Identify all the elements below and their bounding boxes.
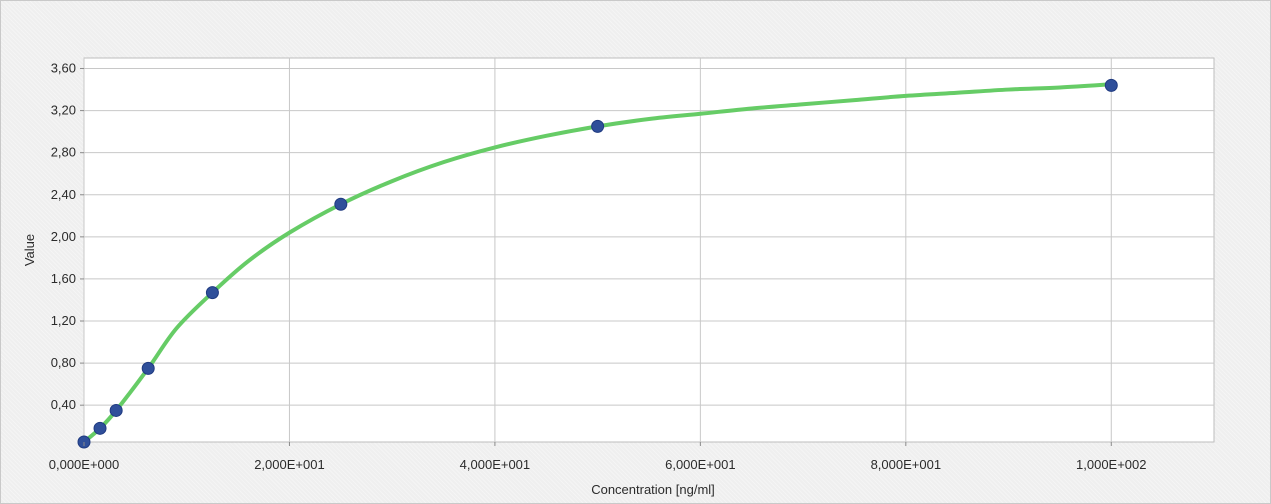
data-point (93, 421, 107, 435)
data-point (109, 403, 123, 417)
x-tick-label: 0,000E+000 (49, 457, 119, 472)
data-point (141, 361, 155, 375)
y-tick-label: 0,80 (51, 355, 76, 370)
curve-line (82, 82, 1114, 444)
x-tick-label: 2,000E+001 (254, 457, 324, 472)
x-tick-label: 6,000E+001 (665, 457, 735, 472)
x-tick-label: 8,000E+001 (871, 457, 941, 472)
data-points (77, 78, 1118, 449)
x-tick-label: 4,000E+001 (460, 457, 530, 472)
x-axis-ticks: 0,000E+000 2,000E+001 4,000E+001 6,000E+001… (49, 442, 1147, 472)
y-tick-label: 2,80 (51, 145, 76, 160)
plot-area (83, 57, 1215, 443)
x-tick-label: 1,000E+002 (1076, 457, 1146, 472)
y-tick-label: 2,00 (51, 229, 76, 244)
grid-lines (83, 58, 1214, 442)
y-tick-label: 3,20 (51, 103, 76, 118)
y-tick-label: 2,40 (51, 187, 76, 202)
fitted-curve (82, 82, 1114, 444)
y-tick-label: 0,40 (51, 397, 76, 412)
data-point (205, 286, 219, 300)
data-point (1104, 78, 1118, 92)
data-point (591, 119, 605, 133)
data-point (334, 197, 348, 211)
y-tick-label: 1,60 (51, 271, 76, 286)
y-tick-label: 1,20 (51, 313, 76, 328)
y-tick-label: 3,60 (51, 61, 76, 76)
x-axis-title: Concentration [ng/ml] (591, 482, 715, 497)
y-axis-title: Value (22, 234, 37, 266)
y-axis-ticks: 0,40 0,80 1,20 1,60 2,00 2,40 2,80 3,20 3,60 (51, 61, 84, 412)
